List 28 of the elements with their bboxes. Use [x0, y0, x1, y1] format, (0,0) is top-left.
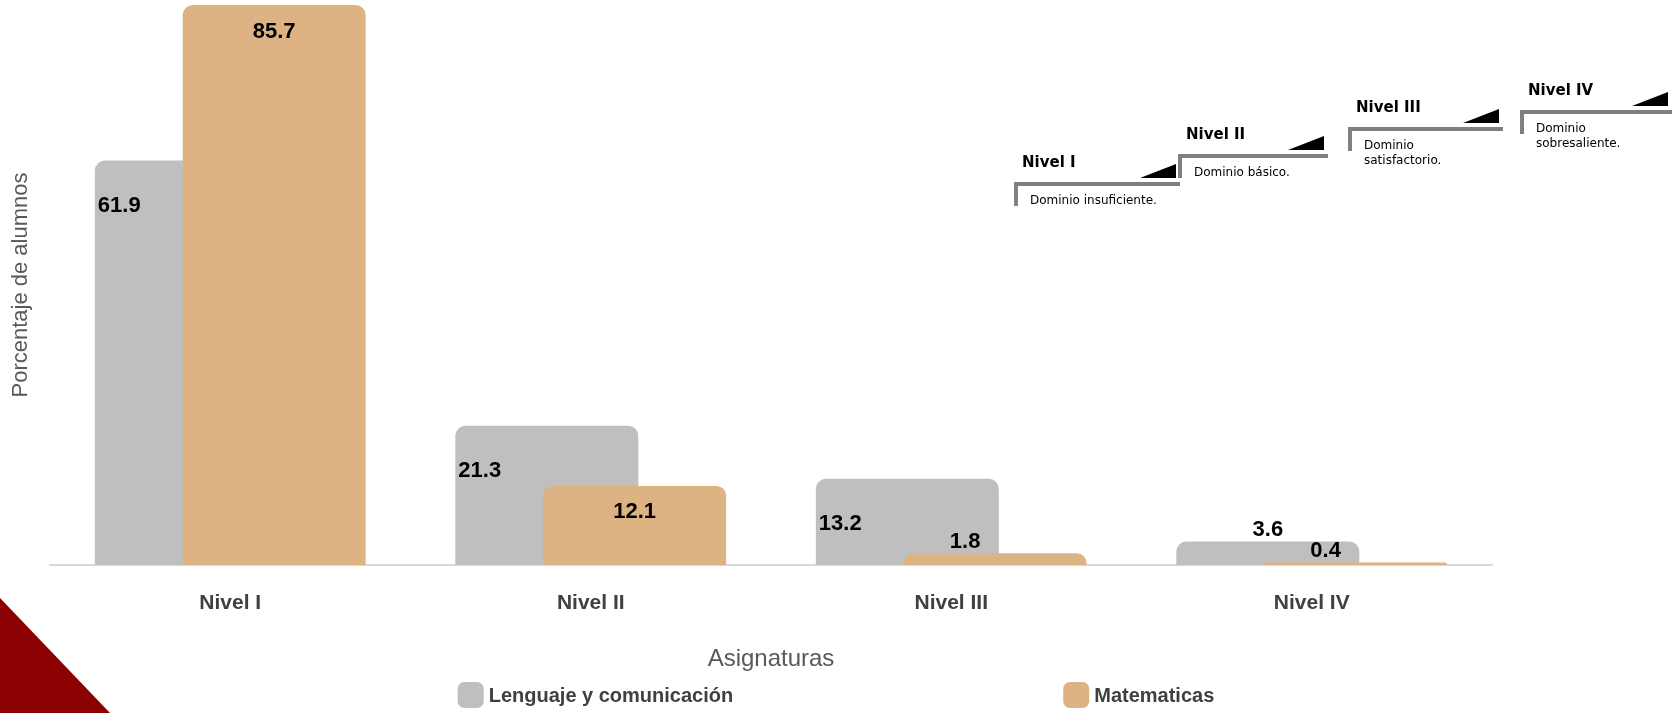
- bar: [1264, 562, 1448, 565]
- data-label: 12.1: [613, 498, 657, 524]
- annotation: Nivel III: [1356, 97, 1421, 116]
- data-label: 13.2: [818, 510, 862, 536]
- annotation: Dominio insuficiente.: [1030, 192, 1157, 207]
- bar: [543, 485, 727, 565]
- x-tick-label: Nivel II: [556, 590, 625, 613]
- x-tick-label: Nivel I: [199, 590, 262, 613]
- annotation: Dominio satisfactorio.: [1364, 137, 1442, 167]
- data-label: 61.9: [97, 192, 141, 218]
- data-label: 3.6: [1252, 515, 1284, 541]
- data-label: 21.3: [458, 457, 502, 483]
- data-label: 0.4: [1310, 536, 1342, 562]
- data-label: 1.8: [949, 527, 981, 553]
- text: Dominio sobresaliente.: [1536, 120, 1621, 150]
- annotation: Dominio básico.: [1194, 164, 1290, 179]
- x-tick-label: Nivel IV: [1273, 590, 1350, 613]
- bar: [182, 5, 366, 565]
- text: Nivel IV: [1528, 80, 1594, 99]
- x-axis-title: Asignaturas: [707, 643, 835, 671]
- legend-label: Matematicas: [1094, 684, 1215, 706]
- bar: [903, 553, 1087, 565]
- annotation: Nivel I: [1022, 152, 1076, 171]
- data-label: 85.7: [252, 17, 296, 43]
- legend-label: Lenguaje y comunicación: [488, 684, 734, 706]
- y-axis-title: Porcentaje de alumnos: [6, 172, 32, 398]
- annotation: Nivel II: [1186, 124, 1246, 143]
- x-tick-label: Nivel III: [914, 590, 989, 613]
